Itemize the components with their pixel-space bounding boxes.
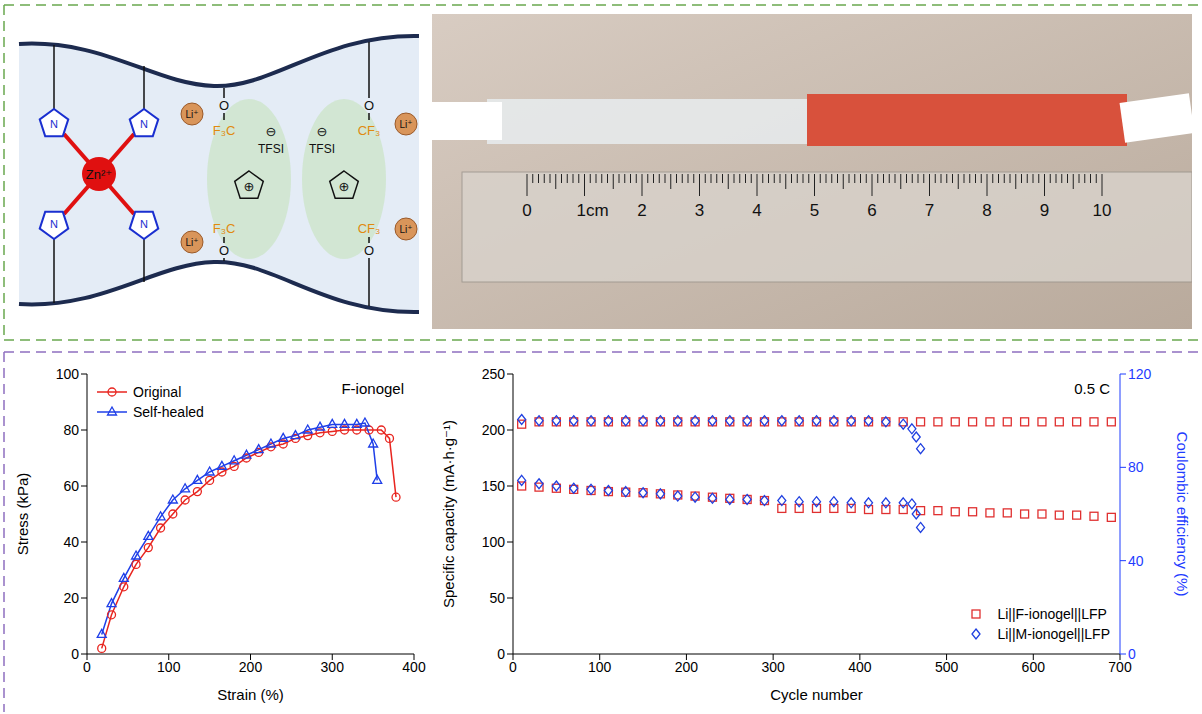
svg-text:50: 50	[489, 590, 505, 606]
svg-text:N: N	[140, 218, 148, 230]
svg-text:Li⁺: Li⁺	[399, 224, 412, 235]
svg-text:TFSI: TFSI	[258, 142, 284, 156]
svg-text:3: 3	[695, 201, 704, 220]
svg-text:100: 100	[56, 366, 80, 382]
svg-text:500: 500	[935, 659, 959, 675]
svg-text:600: 600	[1022, 659, 1046, 675]
svg-text:4: 4	[752, 201, 761, 220]
svg-text:0: 0	[497, 646, 505, 662]
svg-text:0: 0	[1128, 646, 1136, 662]
svg-text:Li⁺: Li⁺	[399, 119, 412, 130]
html-text:Li||M-ionogel||LFP: Li||M-ionogel||LFP	[997, 626, 1110, 642]
svg-text:0: 0	[71, 646, 79, 662]
svg-text:100: 100	[157, 659, 181, 675]
svg-text:2: 2	[637, 201, 646, 220]
svg-text:O: O	[219, 98, 229, 113]
svg-text:60: 60	[63, 478, 79, 494]
svg-text:O: O	[219, 243, 229, 258]
html-text:Original: Original	[133, 384, 182, 400]
svg-text:⊖: ⊖	[317, 124, 328, 139]
svg-text:40: 40	[63, 534, 79, 550]
svg-text:5: 5	[810, 201, 819, 220]
svg-text:40: 40	[1128, 553, 1144, 569]
svg-text:120: 120	[1128, 366, 1152, 382]
svg-text:400: 400	[848, 659, 872, 675]
svg-text:1cm: 1cm	[576, 201, 608, 220]
svg-text:N: N	[50, 218, 58, 230]
svg-text:TFSI: TFSI	[309, 142, 335, 156]
svg-text:0: 0	[522, 201, 531, 220]
svg-text:⊕: ⊕	[339, 179, 350, 194]
svg-text:0: 0	[83, 659, 91, 675]
svg-text:Li⁺: Li⁺	[185, 237, 198, 248]
svg-text:150: 150	[482, 478, 506, 494]
svg-text:400: 400	[402, 659, 426, 675]
svg-text:Zn²⁺: Zn²⁺	[86, 167, 112, 182]
svg-text:10: 10	[1093, 201, 1112, 220]
svg-text:CF₃: CF₃	[358, 221, 381, 236]
svg-text:300: 300	[761, 659, 785, 675]
svg-text:300: 300	[321, 659, 345, 675]
svg-text:N: N	[50, 118, 58, 130]
svg-text:6: 6	[867, 201, 876, 220]
svg-text:Li⁺: Li⁺	[185, 109, 198, 120]
svg-text:Strain (%): Strain (%)	[217, 686, 284, 703]
svg-text:Cycle number: Cycle number	[770, 686, 863, 703]
svg-text:CF₃: CF₃	[358, 123, 381, 138]
svg-text:100: 100	[588, 659, 612, 675]
svg-text:200: 200	[482, 422, 506, 438]
svg-text:200: 200	[675, 659, 699, 675]
svg-text:Coulombic efficiency (%): Coulombic efficiency (%)	[1174, 432, 1191, 597]
svg-text:⊕: ⊕	[244, 179, 255, 194]
svg-text:8: 8	[982, 201, 991, 220]
svg-text:⊖: ⊖	[266, 124, 277, 139]
svg-text:7: 7	[925, 201, 934, 220]
html-text:F-ionogel: F-ionogel	[341, 380, 404, 397]
svg-text:F₃C: F₃C	[213, 221, 236, 236]
svg-text:Specific capacity (mA·h·g⁻¹): Specific capacity (mA·h·g⁻¹)	[440, 420, 457, 608]
svg-text:700: 700	[1108, 658, 1132, 675]
html-text:Self-healed: Self-healed	[133, 404, 204, 420]
html-text:0.5 C: 0.5 C	[1074, 380, 1110, 397]
svg-text:O: O	[364, 243, 374, 258]
svg-text:250: 250	[482, 366, 506, 382]
svg-text:200: 200	[239, 659, 263, 675]
svg-text:N: N	[140, 118, 148, 130]
svg-text:100: 100	[482, 534, 506, 550]
svg-text:Stress (kPa): Stress (kPa)	[14, 473, 31, 556]
svg-text:20: 20	[63, 590, 79, 606]
svg-text:F₃C: F₃C	[213, 123, 236, 138]
svg-text:0: 0	[509, 659, 517, 675]
html-text:Li||F-ionogel||LFP: Li||F-ionogel||LFP	[997, 606, 1107, 622]
svg-text:80: 80	[63, 422, 79, 438]
svg-text:80: 80	[1128, 459, 1144, 475]
svg-text:9: 9	[1040, 201, 1049, 220]
svg-text:O: O	[364, 98, 374, 113]
